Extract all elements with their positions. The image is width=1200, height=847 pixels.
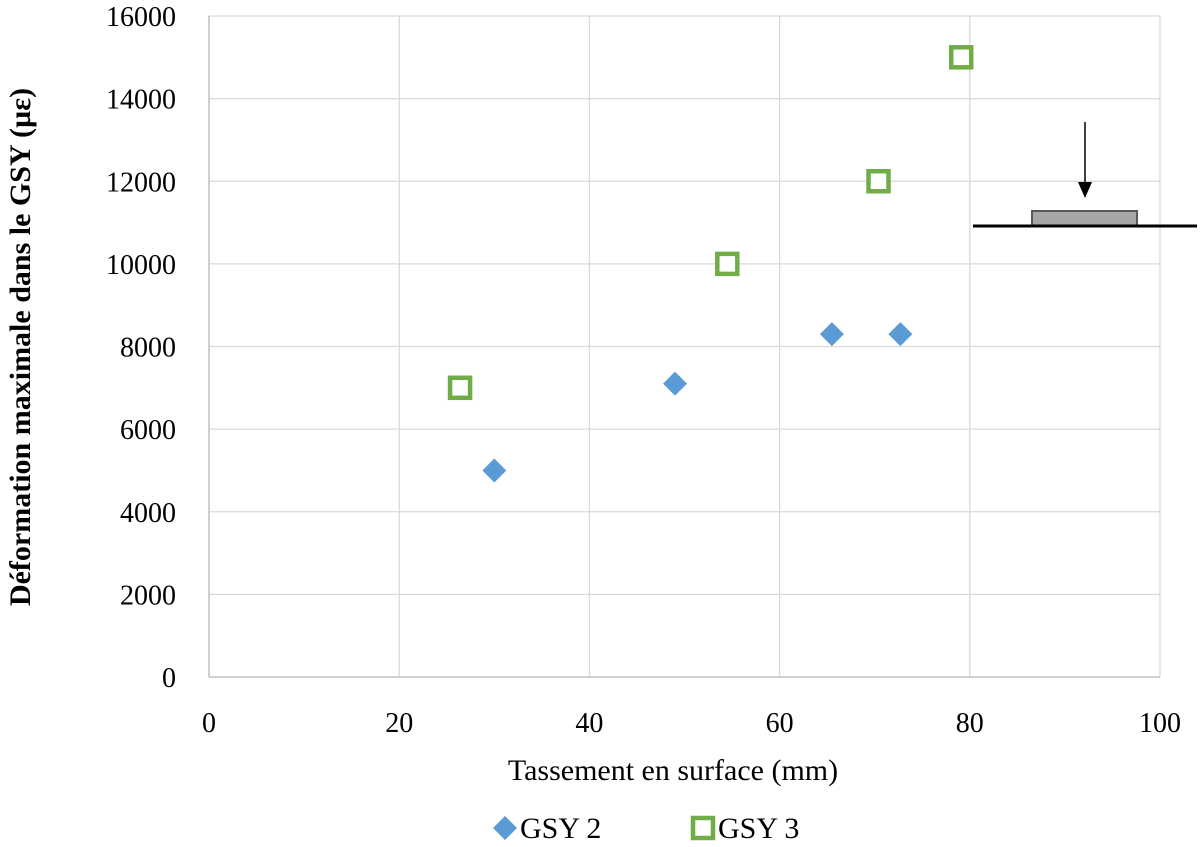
x-axis-label: Tassement en surface (mm) (508, 754, 838, 787)
y-tick-label: 4000 (120, 498, 176, 529)
y-tick-label: 0 (162, 663, 176, 694)
data-point-gsy3 (948, 45, 974, 70)
y-tick-label: 8000 (120, 333, 176, 364)
x-tick-labels: 0 20 40 60 80 100 (202, 708, 1181, 739)
x-tick-label: 40 (575, 708, 603, 739)
footing-schematic-icon (973, 122, 1197, 228)
data-points (447, 45, 974, 483)
y-tick-label: 6000 (120, 415, 176, 446)
y-tick-label: 2000 (120, 580, 176, 611)
y-tick-label: 10000 (106, 250, 176, 281)
x-tick-label: 80 (956, 708, 984, 739)
legend: GSY 2 GSY 3 (493, 812, 799, 845)
x-tick-label: 100 (1139, 708, 1181, 739)
data-point-gsy2 (482, 458, 507, 483)
legend-marker-gsy2 (493, 816, 517, 840)
x-tick-label: 0 (202, 708, 216, 739)
data-point-gsy3 (447, 375, 473, 401)
y-tick-label: 14000 (106, 85, 176, 116)
x-tick-label: 20 (385, 708, 413, 739)
axes (208, 16, 1160, 678)
legend-marker-gsy3 (690, 815, 716, 841)
data-point-gsy2 (888, 322, 913, 347)
data-point-gsy3 (866, 169, 891, 194)
legend-label: GSY 2 (520, 812, 601, 845)
data-point-gsy3 (715, 251, 740, 277)
grid-lines (209, 15, 1161, 677)
y-tick-labels: 0 2000 4000 6000 8000 10000 12000 14000 16000 (106, 2, 176, 694)
data-point-gsy2 (819, 322, 844, 347)
y-tick-label: 12000 (106, 167, 176, 198)
y-axis-label: Déformation maximale dans le GSY (µε) (4, 88, 37, 606)
x-tick-label: 60 (766, 708, 794, 739)
legend-label: GSY 3 (718, 812, 799, 845)
data-point-gsy2 (662, 371, 687, 396)
y-tick-label: 16000 (106, 2, 176, 33)
